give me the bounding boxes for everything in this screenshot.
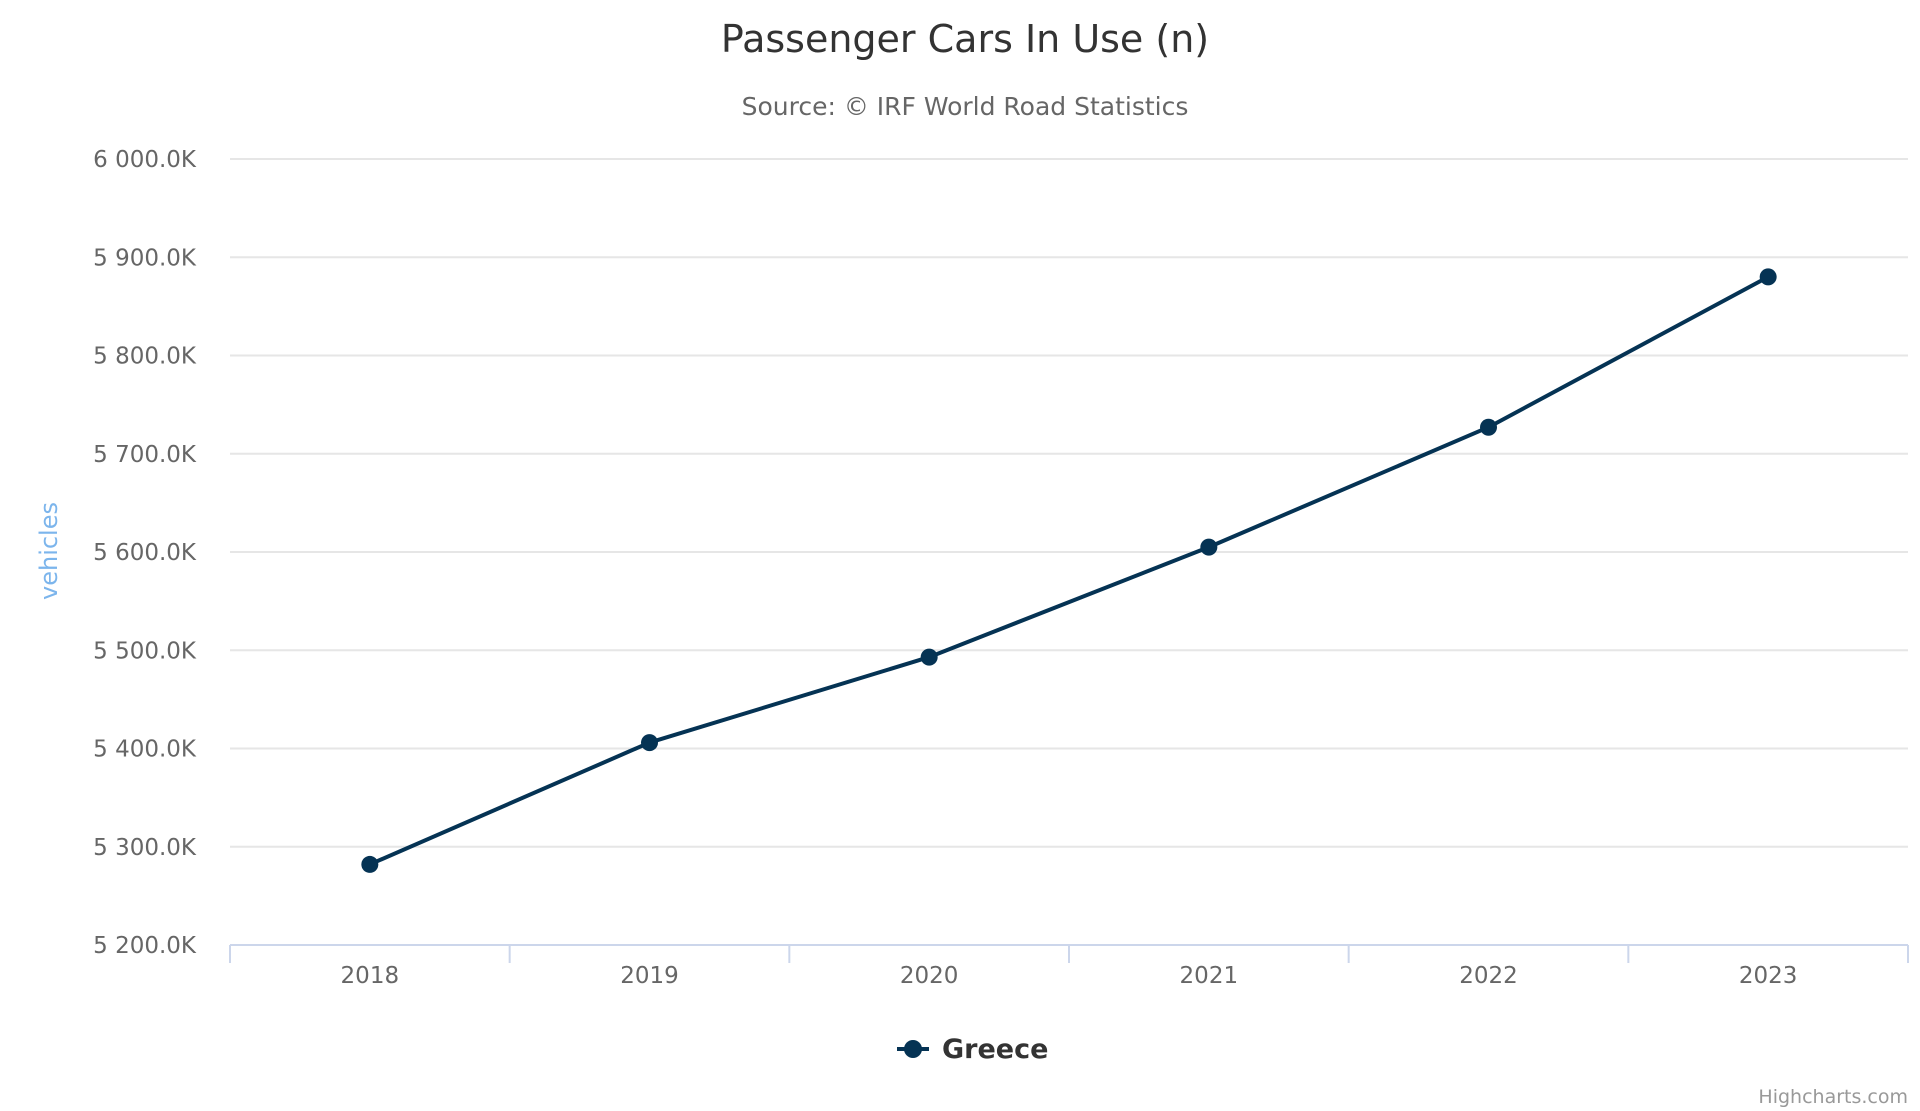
y-tick-label: 5 700.0K xyxy=(93,442,197,468)
data-point[interactable] xyxy=(1759,268,1777,286)
data-point[interactable] xyxy=(920,648,938,666)
y-tick-label: 6 000.0K xyxy=(93,147,197,173)
gridlines xyxy=(230,158,1908,848)
data-point[interactable] xyxy=(1480,418,1497,436)
data-point[interactable] xyxy=(641,734,658,752)
y-tick-label: 5 900.0K xyxy=(93,245,197,271)
y-tick-label: 5 600.0K xyxy=(93,540,197,566)
x-tick-label: 2022 xyxy=(1459,963,1518,989)
legend-item-greece[interactable]: Greece xyxy=(897,1034,1048,1065)
y-tick-label: 5 400.0K xyxy=(93,737,197,763)
chart-title: Passenger Cars In Use (n) xyxy=(721,17,1209,61)
x-tick-label: 2019 xyxy=(620,963,679,989)
legend-label: Greece xyxy=(942,1034,1048,1065)
y-tick-label: 5 800.0K xyxy=(93,344,197,370)
data-point[interactable] xyxy=(1200,538,1218,556)
y-tick-label: 5 500.0K xyxy=(93,638,197,664)
series-line xyxy=(367,274,1771,867)
legend-marker-icon xyxy=(904,1040,922,1058)
y-tick-label: 5 300.0K xyxy=(93,835,197,861)
x-axis xyxy=(229,944,1909,963)
chart-subtitle: Source: © IRF World Road Statistics xyxy=(742,92,1189,121)
x-tick-label: 2023 xyxy=(1739,963,1798,989)
y-axis-labels: 5 200.0K 5 300.0K 5 400.0K 5 500.0K 5 600.0K… xyxy=(93,147,197,959)
data-point[interactable] xyxy=(361,855,379,873)
credits-link[interactable]: Highcharts.com xyxy=(1758,1086,1908,1108)
x-tick-label: 2020 xyxy=(900,963,959,989)
y-tick-label: 5 200.0K xyxy=(93,933,197,959)
x-tick-label: 2018 xyxy=(341,963,400,989)
y-axis-title: vehicles xyxy=(35,502,63,600)
series-greece[interactable] xyxy=(361,268,1777,873)
x-tick-label: 2021 xyxy=(1180,963,1239,989)
x-axis-labels: 2018 2019 2020 2021 2022 2023 xyxy=(341,963,1798,989)
